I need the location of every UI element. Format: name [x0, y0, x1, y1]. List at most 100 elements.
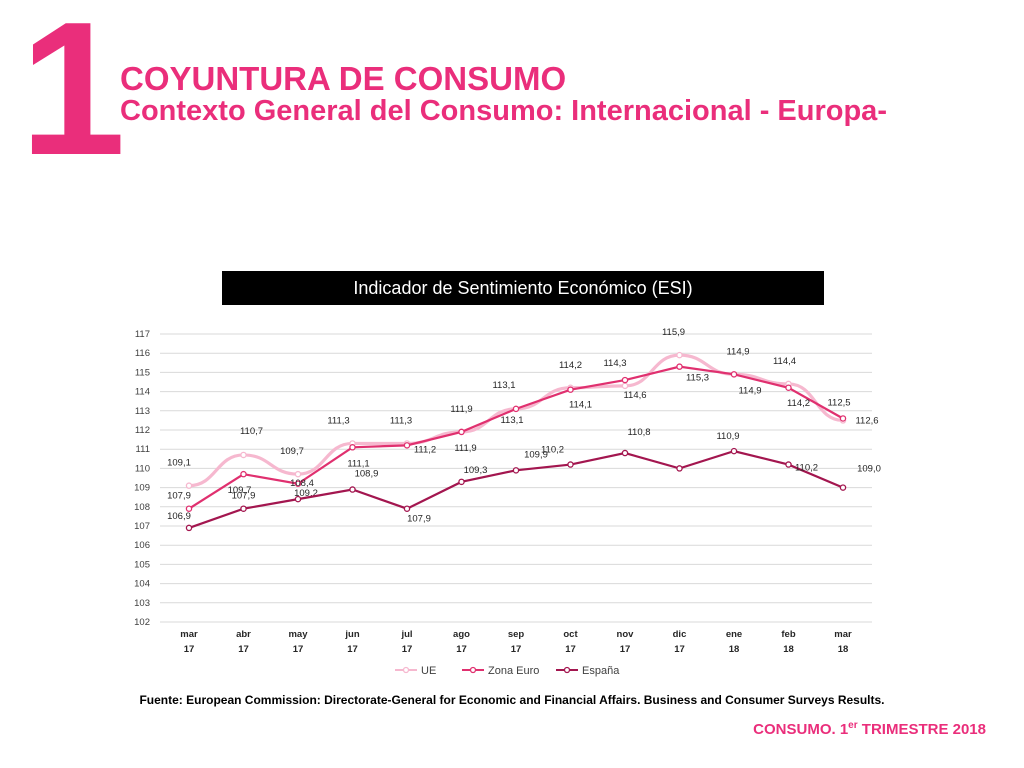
y-tick-label: 113 — [135, 406, 150, 417]
data-point — [349, 444, 356, 451]
x-tick-label-year: 17 — [565, 644, 576, 655]
data-point — [349, 486, 356, 493]
x-tick-label-year: 17 — [184, 644, 195, 655]
data-label: 112,6 — [855, 415, 878, 426]
section-number: 1 — [20, 0, 126, 195]
data-label: 106,9 — [167, 511, 191, 522]
data-point — [785, 461, 792, 468]
data-point — [621, 449, 629, 457]
x-tick-label: mar — [180, 629, 198, 640]
data-label: 107,9 — [167, 491, 191, 502]
data-point — [403, 442, 411, 449]
data-point — [458, 478, 465, 486]
data-label: 114,2 — [559, 360, 582, 371]
data-label: 114,3 — [603, 358, 626, 369]
data-label: 107,9 — [232, 491, 256, 502]
data-label: 108,9 — [355, 469, 379, 480]
data-label: 111,1 — [347, 458, 369, 469]
y-tick-label: 104 — [134, 579, 150, 590]
chart-title: Indicador de Sentimiento Económico (ESI) — [222, 271, 824, 305]
series-line-españa — [188, 449, 844, 529]
data-point — [185, 524, 193, 532]
y-tick-label: 107 — [134, 521, 150, 532]
data-point — [185, 505, 193, 512]
x-tick-label: oct — [563, 629, 578, 640]
x-tick-label: ago — [453, 629, 470, 640]
y-tick-label: 106 — [134, 540, 150, 551]
data-label: 111,3 — [390, 415, 412, 426]
data-point — [676, 351, 683, 359]
legend-label: Zona Euro — [488, 665, 539, 677]
y-tick-label: 109 — [134, 483, 150, 494]
y-tick-label: 110 — [135, 463, 150, 474]
data-point — [621, 382, 629, 390]
data-label: 109,0 — [857, 464, 881, 475]
x-tick-label-year: 17 — [347, 644, 358, 655]
data-point — [512, 405, 520, 413]
data-point — [676, 465, 683, 472]
x-tick-label: may — [288, 629, 308, 640]
page-title: COYUNTURA DE CONSUMO — [120, 60, 567, 97]
x-tick-label-year: 18 — [838, 644, 849, 655]
legend-marker — [402, 666, 410, 674]
data-point — [839, 484, 847, 491]
data-label: 114,9 — [726, 346, 749, 357]
y-tick-label: 102 — [134, 617, 150, 628]
data-label: 111,9 — [454, 443, 476, 454]
data-label: 114,4 — [773, 356, 796, 367]
data-point — [240, 505, 247, 512]
title-block: COYUNTURA DE CONSUMO Contexto General de… — [120, 60, 1000, 127]
x-tick-label-year: 18 — [729, 644, 740, 655]
data-point — [294, 480, 302, 488]
data-point — [240, 470, 247, 478]
legend-label: UE — [421, 665, 436, 677]
data-label: 113,1 — [500, 415, 523, 426]
data-label: 115,3 — [686, 373, 709, 384]
y-tick-label: 115 — [135, 367, 150, 378]
data-point — [839, 415, 847, 422]
y-tick-label: 114 — [135, 387, 150, 398]
legend-label: España — [582, 665, 620, 677]
y-tick-label: 116 — [135, 348, 150, 359]
x-tick-label-year: 17 — [620, 644, 631, 655]
data-point — [294, 495, 302, 503]
x-tick-label-year: 17 — [402, 644, 413, 655]
y-tick-label: 108 — [134, 502, 150, 513]
data-label: 108,4 — [290, 478, 314, 489]
legend-marker — [563, 666, 571, 674]
data-label: 109,1 — [167, 458, 191, 469]
data-label: 107,9 — [407, 514, 431, 525]
data-label: 115,9 — [662, 327, 685, 338]
data-label: 109,3 — [464, 465, 488, 476]
x-tick-label: nov — [617, 629, 635, 640]
x-tick-label-year: 17 — [238, 644, 249, 655]
x-tick-label: abr — [236, 629, 251, 640]
data-point — [676, 363, 683, 370]
y-tick-label: 103 — [134, 598, 150, 609]
data-label: 110,2 — [541, 445, 564, 456]
footer-prefix: CONSUMO. 1 — [753, 721, 849, 738]
x-tick-label-year: 17 — [456, 644, 467, 655]
data-label: 114,2 — [787, 398, 810, 409]
legend-marker — [469, 666, 477, 674]
source-note: Fuente: European Commission: Directorate… — [139, 693, 885, 707]
footer-suffix: TRIMESTRE 2018 — [857, 721, 986, 738]
data-label: 111,2 — [414, 444, 436, 455]
y-tick-label: 117 — [135, 329, 150, 340]
data-point — [621, 376, 629, 384]
data-point — [458, 428, 465, 436]
data-point — [185, 482, 193, 489]
data-label: 113,1 — [492, 380, 515, 391]
data-label: 110,2 — [795, 463, 818, 474]
footer-sup: er — [848, 720, 858, 731]
data-point — [512, 467, 520, 474]
x-tick-label: sep — [508, 629, 525, 640]
data-point — [294, 470, 302, 478]
x-tick-label: dic — [673, 629, 687, 640]
data-label: 114,1 — [569, 400, 592, 411]
data-label: 111,9 — [450, 404, 472, 415]
esi-line-chart: 102 103 104 105 106 107 108 109 110 111 112 113 114 1… — [134, 327, 881, 677]
data-point — [567, 386, 574, 393]
data-label: 110,9 — [716, 431, 739, 442]
data-point — [730, 371, 738, 378]
